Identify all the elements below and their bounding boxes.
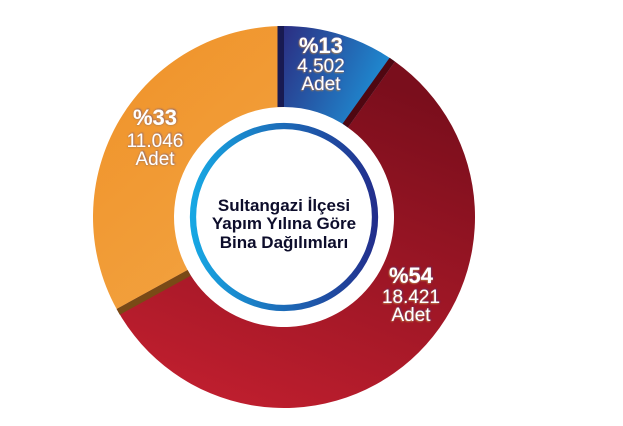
svg-text:%13: %13: [299, 33, 343, 58]
svg-text:%54: %54: [389, 263, 434, 288]
svg-text:Adet: Adet: [391, 305, 431, 326]
svg-text:%33: %33: [133, 105, 177, 130]
svg-text:Adet: Adet: [135, 149, 175, 170]
svg-text:Adet: Adet: [301, 74, 341, 95]
svg-text:Yapım Yılına Göre: Yapım Yılına Göre: [212, 214, 356, 233]
svg-text:Bina Dağılımları: Bina Dağılımları: [220, 233, 348, 252]
svg-text:Sultangazi İlçesi: Sultangazi İlçesi: [218, 196, 350, 215]
